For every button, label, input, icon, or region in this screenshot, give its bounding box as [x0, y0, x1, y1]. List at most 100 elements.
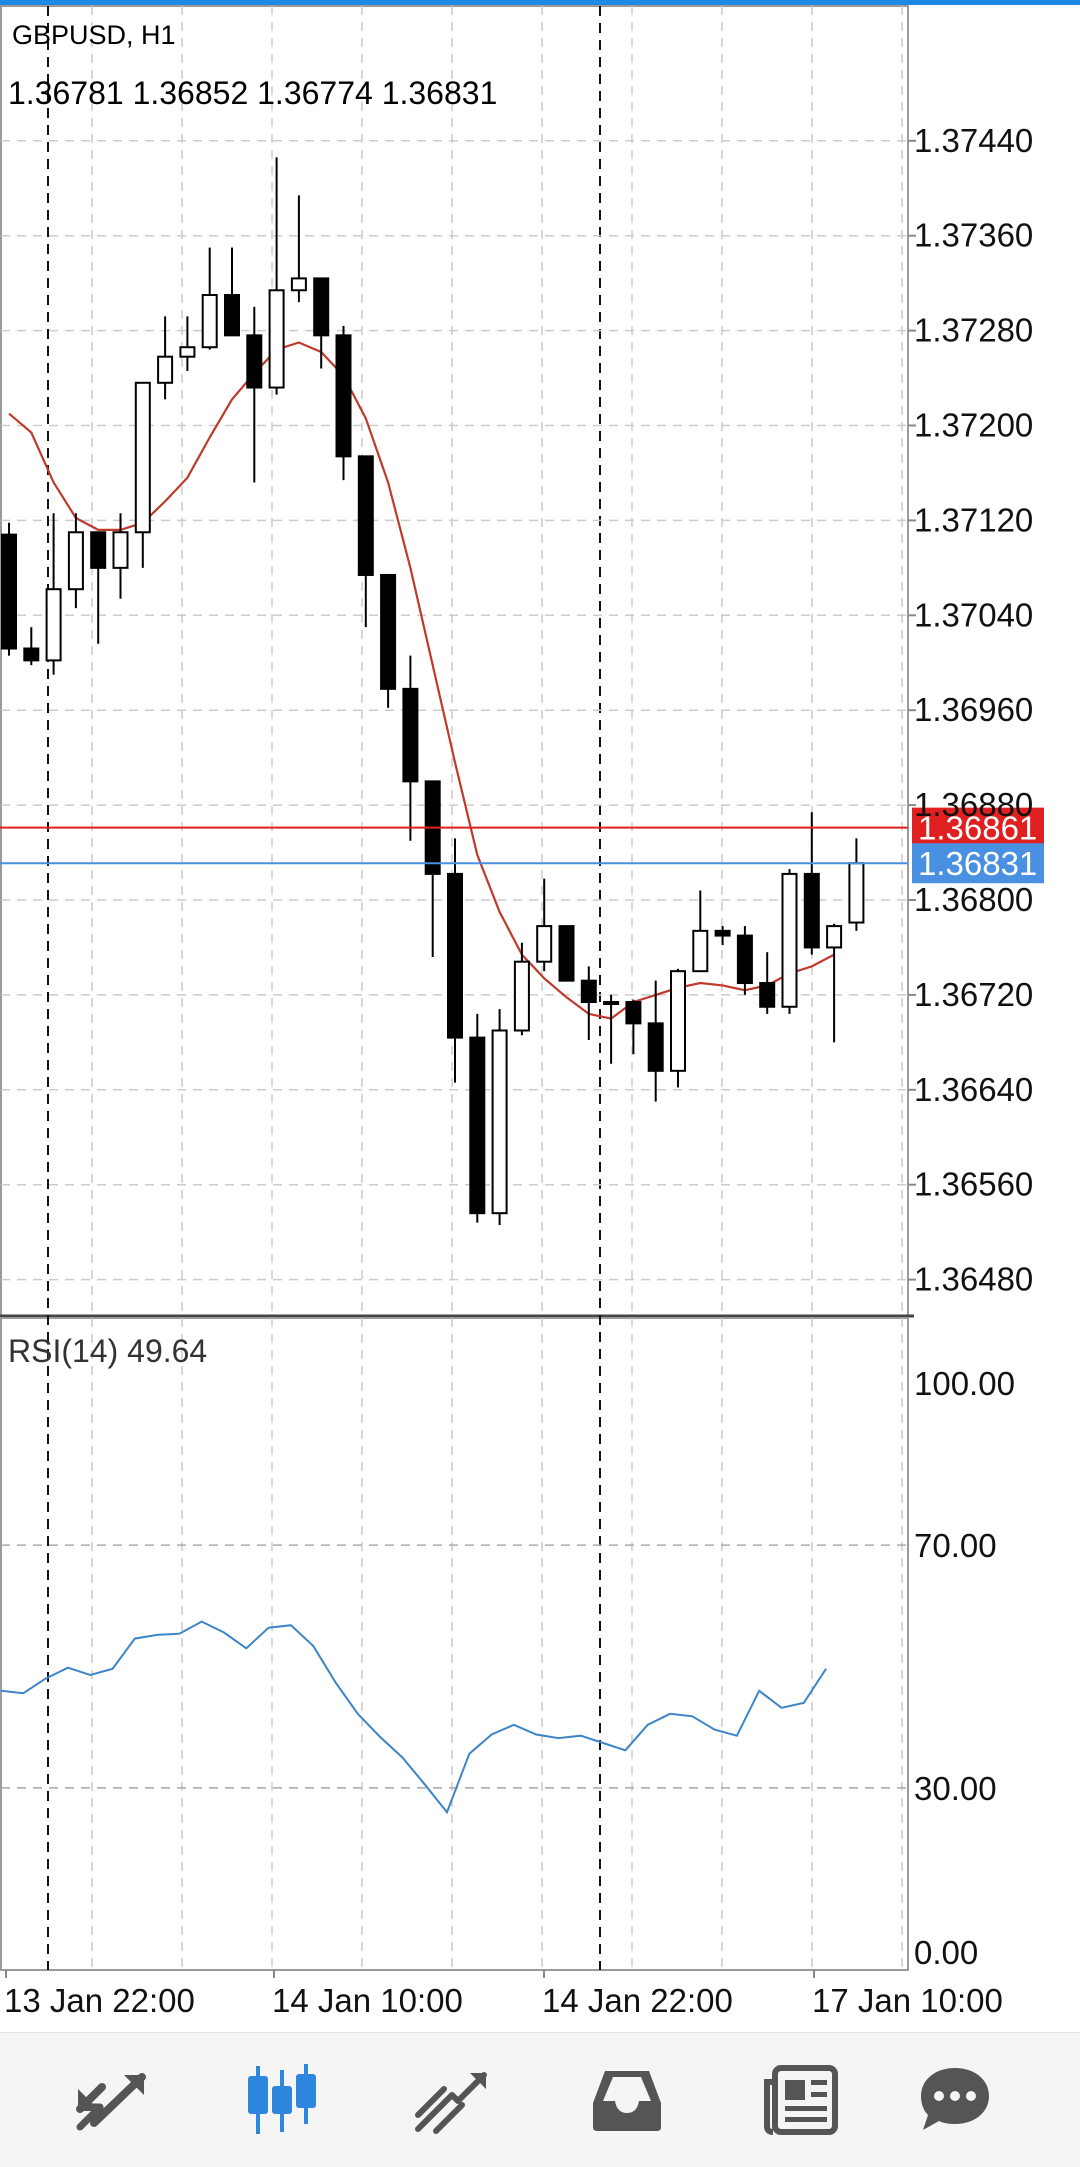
rsi-tick-label: 0.00 [914, 1934, 978, 1971]
nav-chart-button[interactable] [232, 2055, 332, 2145]
candle [803, 812, 820, 955]
price-panel-frame [0, 5, 909, 1317]
candle-body-bull [513, 960, 530, 1032]
price-tick-label: 1.36720 [914, 976, 1033, 1013]
price-tick-label: 1.37040 [914, 596, 1033, 633]
candle-body-bear [447, 872, 463, 1039]
price-tick-label: 1.36560 [914, 1166, 1033, 1203]
candle [179, 316, 196, 371]
candle-body-bear [246, 334, 263, 389]
price-tick-label: 1.37200 [914, 407, 1033, 444]
quotes-arrows-icon [76, 2073, 146, 2131]
candle-body-bull [290, 277, 307, 292]
candle [759, 952, 776, 1014]
trade-lines-icon [415, 2072, 487, 2134]
candle-body-bear [335, 334, 352, 458]
candle-body-bear [380, 573, 397, 690]
time-tick-label: 13 Jan 22:00 [4, 1982, 195, 2019]
candle-body-bull [157, 355, 174, 384]
candle [424, 780, 441, 957]
candle [1, 522, 17, 656]
candles-layer [1, 157, 865, 1226]
rsi-line [0, 1620, 827, 1815]
price-tick-label: 1.37360 [914, 217, 1033, 254]
candle [647, 980, 664, 1102]
candle-body-bull [67, 531, 84, 591]
candle-body-bull [45, 588, 62, 662]
candle [357, 455, 374, 628]
price-tick-label: 1.36800 [914, 881, 1033, 918]
candle [826, 923, 843, 1043]
chart-candles-icon [248, 2064, 316, 2134]
rsi-panel-frame [0, 1317, 909, 1971]
candle-body-bull [670, 970, 686, 1072]
candle [781, 869, 798, 1014]
grid-lines [0, 5, 914, 1971]
candle-body-bear [558, 925, 575, 982]
candle-body-bull [536, 925, 553, 963]
price-tick-label: 1.37120 [914, 501, 1033, 538]
top-accent-bar [0, 0, 1080, 5]
candle [224, 247, 240, 337]
time-tick-label: 17 Jan 10:00 [812, 1982, 1003, 2019]
candle [558, 925, 575, 982]
candle [625, 999, 642, 1055]
candle-body-bear [580, 979, 597, 1004]
candle [67, 513, 84, 609]
price-tick-label: 1.36640 [914, 1071, 1033, 1108]
axis-labels-layer: 1.37440 1.37360 1.37280 1.37200 1.37120 1.370… [4, 122, 1033, 2019]
nav-history-button[interactable] [577, 2055, 677, 2145]
candle-body-bear [1, 533, 17, 650]
candle [201, 247, 218, 350]
nav-chat-button[interactable] [905, 2055, 1005, 2145]
price-tick-label: 1.36880 [914, 786, 1033, 823]
candle-body-bull [848, 862, 865, 924]
candle-body-bear [803, 872, 820, 949]
nav-news-button[interactable] [751, 2055, 851, 2145]
candle [402, 655, 419, 841]
candle-body-bear [714, 929, 731, 937]
candle [380, 573, 397, 708]
candle-body-bull [134, 381, 151, 534]
nav-trade-button[interactable] [402, 2055, 502, 2145]
candle [134, 381, 151, 568]
time-tick-label: 14 Jan 22:00 [542, 1982, 733, 2019]
candle-body-bull [603, 1001, 620, 1006]
candle-body-bear [90, 531, 107, 569]
candle-body-bear [759, 982, 776, 1008]
bid-price-tag [912, 843, 1044, 884]
candle-body-bear [625, 1001, 642, 1025]
candle-body-bear [402, 687, 419, 783]
candle [469, 1013, 486, 1223]
candle [491, 1009, 508, 1226]
candle [736, 926, 753, 995]
ask-price-label: 1.36861 [918, 810, 1037, 847]
rsi-tick-label: 30.00 [914, 1770, 997, 1807]
price-tick-label: 1.37440 [914, 122, 1033, 159]
candle-body-bull [201, 294, 218, 349]
candle [268, 157, 285, 395]
candle [580, 966, 597, 1040]
candle-body-bull [826, 925, 843, 949]
ask-price-tag [912, 807, 1044, 848]
nav-quotes-button[interactable] [62, 2055, 162, 2145]
symbol-title: GBPUSD, H1 [12, 20, 176, 50]
candle-body-bear [647, 1022, 664, 1072]
candle-body-bear [469, 1036, 486, 1215]
candle [536, 878, 553, 972]
inbox-tray-icon [593, 2071, 661, 2131]
time-tick-label: 14 Jan 10:00 [272, 1982, 463, 2019]
candle-body-bull [491, 1029, 508, 1215]
chat-bubble-icon [921, 2068, 989, 2130]
candle [335, 325, 352, 481]
rsi-tick-label: 70.00 [914, 1527, 997, 1564]
ohlc-readout: 1.36781 1.36852 1.36774 1.36831 [8, 75, 497, 111]
candle [23, 627, 40, 666]
rsi-tick-label: 100.00 [914, 1365, 1015, 1402]
candle [848, 838, 865, 931]
candle [447, 838, 463, 1083]
candle [45, 513, 62, 675]
candle-body-bull [112, 531, 129, 569]
